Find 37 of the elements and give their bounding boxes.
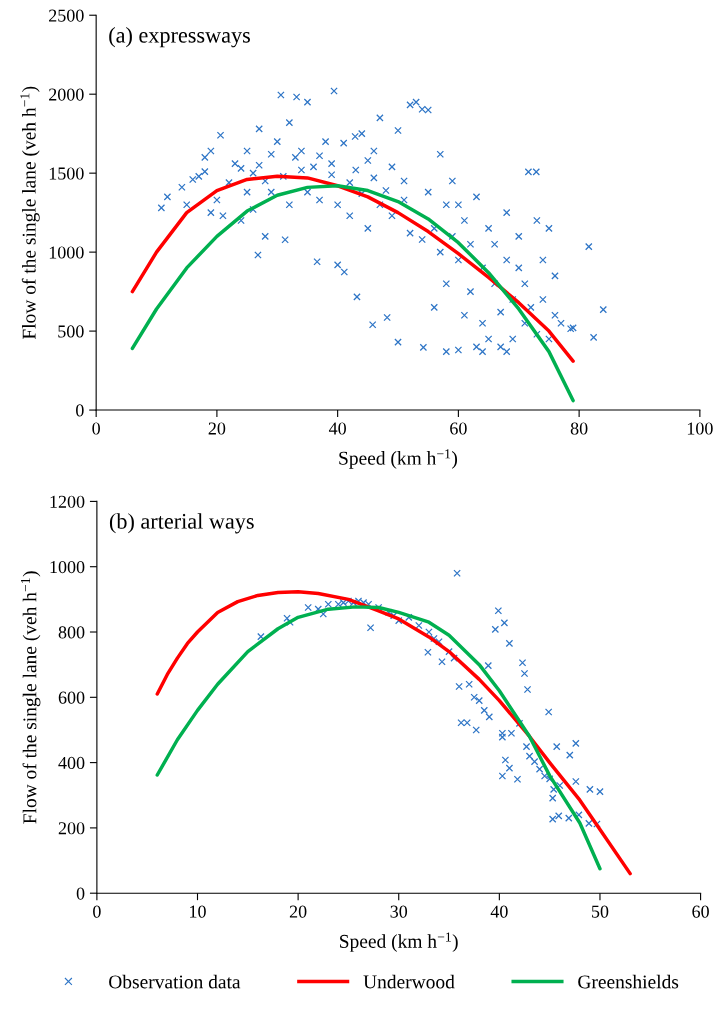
x-axis-title: Speed (km h$^{−1}$) (340, 932, 458, 952)
y-tick-label: 800 (58, 626, 85, 639)
y-tick-label: 2500 (49, 9, 84, 22)
y-tick-label: 600 (58, 691, 85, 704)
x-tick-label: 50 (591, 905, 609, 918)
y-tick-label: 1000 (49, 246, 84, 259)
y-tick-label: 1000 (50, 560, 85, 574)
legend-label: Underwood (363, 974, 455, 989)
x-tick-label: 60 (692, 905, 709, 918)
y-tick-label: 400 (58, 756, 85, 770)
x-tick-label: 30 (390, 905, 408, 918)
x-tick-label: 60 (450, 422, 467, 435)
y-tick-label: 0 (76, 887, 85, 900)
x-tick-label: 40 (328, 422, 346, 435)
x-tick-label: 20 (208, 422, 226, 435)
y-axis-title: Flow of the single lane (veh h$^{−1}$) (20, 571, 41, 824)
y-tick-label: 1200 (50, 495, 85, 508)
y-tick-label: 200 (58, 822, 85, 835)
legend-label: Observation data (109, 974, 241, 989)
x-axis-title: Speed (km h$^{−1}$) (339, 449, 458, 469)
x-tick-label: 40 (490, 905, 508, 918)
legend-label: Greenshields (578, 974, 679, 989)
y-tick-label: 0 (76, 404, 84, 417)
line-series (130, 184, 575, 403)
x-tick-label: 20 (289, 905, 307, 918)
y-axis-title: Flow of the single lane (veh h$^{−1}$) (20, 86, 40, 340)
x-tick-label: 100 (687, 422, 713, 435)
x-tick-label: 80 (570, 422, 588, 435)
y-tick-label: 500 (58, 325, 84, 338)
annotation: (b) arterial ways (109, 513, 254, 534)
annotation: (a) expressways (109, 27, 250, 48)
y-tick-label: 1500 (49, 167, 84, 180)
x-tick-label: 10 (190, 905, 206, 918)
line-series (130, 174, 575, 363)
x-tick-label: 0 (93, 905, 101, 918)
x-tick-label: 0 (92, 422, 100, 435)
y-tick-label: 2000 (49, 88, 84, 101)
